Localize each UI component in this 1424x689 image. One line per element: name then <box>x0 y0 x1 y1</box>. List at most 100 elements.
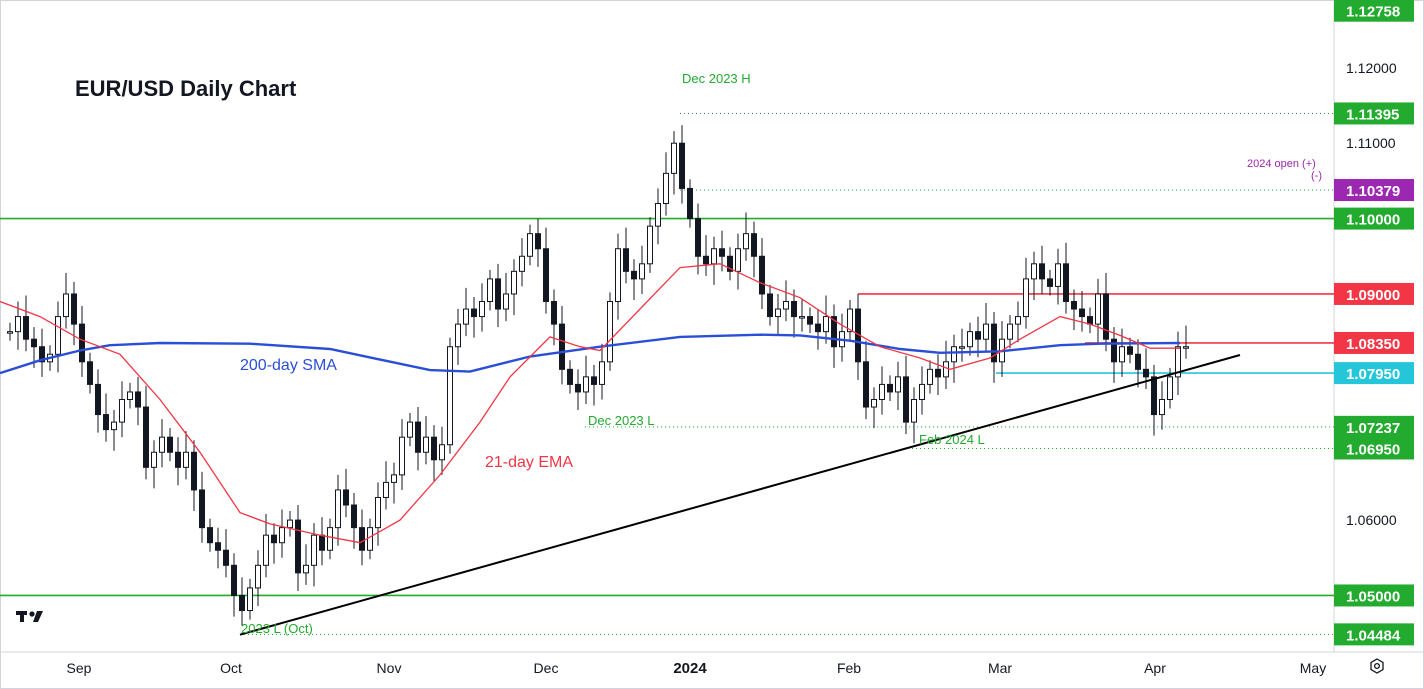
candle-body <box>1047 278 1053 287</box>
candle-body <box>303 564 309 574</box>
candle-body <box>439 444 445 461</box>
candle-body <box>583 376 589 393</box>
candle-body <box>991 323 997 363</box>
time-axis-labels: Sep Oct Nov Dec 2024 Feb Mar Apr May <box>67 660 1327 677</box>
series-line-2 <box>239 354 1241 636</box>
horizontal-levels <box>0 112 1334 635</box>
candle-body <box>1167 376 1173 400</box>
annotation-2024-open-minus: (-) <box>1311 170 1322 182</box>
candle-body <box>943 361 949 378</box>
candle-body <box>551 301 557 325</box>
candle-body <box>159 436 165 453</box>
annotation-dec-2023-low: Dec 2023 L <box>588 413 655 428</box>
candle-body <box>1183 346 1189 349</box>
time-tick-label: 2024 <box>673 660 707 677</box>
candle-body <box>695 218 701 257</box>
candle-body <box>215 542 221 551</box>
candle-body <box>983 323 989 340</box>
candle-body <box>759 255 765 295</box>
price-tag-label: 1.10000 <box>1346 212 1400 229</box>
price-tag-label: 1.06950 <box>1346 441 1400 458</box>
candle-body <box>287 519 293 529</box>
annotation-feb-2024-low: Feb 2024 L <box>919 432 985 447</box>
candle-body <box>919 383 925 400</box>
indicator-lines <box>0 263 1241 636</box>
candle-body <box>687 187 693 220</box>
candle-body <box>647 225 653 265</box>
price-tag-bg <box>1334 584 1414 607</box>
candle-body <box>423 436 429 453</box>
candle-body <box>575 383 581 393</box>
price-tag-bg <box>1334 207 1414 230</box>
candle-body <box>399 436 405 476</box>
candle-body <box>775 308 781 318</box>
price-tag-label: 1.10379 <box>1346 183 1400 200</box>
candle-body <box>743 233 749 250</box>
candle-body <box>1023 278 1029 318</box>
candle-body <box>655 203 661 227</box>
candle-body <box>295 519 301 574</box>
candle-body <box>1071 301 1077 310</box>
tradingview-logo[interactable] <box>16 611 54 622</box>
candle-body <box>671 142 677 174</box>
candle-body <box>199 489 205 529</box>
price-tag-label: 1.04484 <box>1346 627 1401 644</box>
candle-body <box>415 421 421 453</box>
price-tag-label: 1.11395 <box>1346 106 1399 123</box>
candle-body <box>207 527 213 544</box>
candle-body <box>727 255 733 272</box>
candle-body <box>407 421 413 438</box>
annotation-200-day-sma: 200-day SMA <box>240 357 337 374</box>
time-tick-label: Mar <box>988 660 1012 676</box>
price-tag-bg <box>1334 102 1414 125</box>
candle-body <box>631 270 637 280</box>
annotation-dec-2023-high: Dec 2023 H <box>682 71 751 86</box>
series-line-1 <box>0 263 1180 544</box>
candle-body <box>367 527 373 551</box>
candle-body <box>807 316 813 325</box>
candle-body <box>471 308 477 318</box>
candle-body <box>959 346 965 349</box>
annotation-2023-low-oct: 2023 L (Oct) <box>241 621 313 636</box>
candle-body <box>879 383 885 400</box>
candle-body <box>1151 376 1157 416</box>
candle-body <box>1159 398 1165 416</box>
price-tag-label: 1.05000 <box>1346 588 1400 605</box>
candle-body <box>1111 338 1117 363</box>
candle-body <box>335 489 341 529</box>
price-tag-bg <box>1334 282 1414 305</box>
candle-body <box>463 308 469 325</box>
gear-icon[interactable] <box>1370 658 1384 674</box>
candle-body <box>591 376 597 385</box>
candle-body <box>263 534 269 566</box>
candle-body <box>479 301 485 318</box>
candle-body <box>87 361 93 385</box>
price-tags: 1.12758 1.11395 1.10379 1.10000 1.09000 1.083… <box>1334 0 1414 646</box>
candle-body <box>815 323 821 333</box>
candle-body <box>79 323 85 363</box>
candle-body <box>143 406 149 468</box>
price-tag-bg <box>1334 0 1414 22</box>
time-tick-label: May <box>1300 660 1326 676</box>
candle-body <box>239 594 245 612</box>
price-tag-bg <box>1334 362 1414 385</box>
candle-body <box>495 278 501 310</box>
candle-body <box>679 142 685 189</box>
price-tag-label: 1.07950 <box>1346 366 1400 383</box>
candle-body <box>391 474 397 483</box>
price-tag-bg <box>1334 179 1414 202</box>
candle-body <box>703 255 709 265</box>
candle-body <box>15 316 21 333</box>
candle-body <box>311 534 317 566</box>
candle-body <box>167 436 173 453</box>
candle-body <box>735 248 741 272</box>
candle-body <box>567 368 573 385</box>
candle-body <box>951 346 957 363</box>
candle-body <box>911 398 917 423</box>
candle-body <box>63 293 69 318</box>
price-tag-label: 1.12758 <box>1346 4 1400 21</box>
candle-body <box>1095 293 1101 325</box>
candle-body <box>1103 293 1109 340</box>
candle-body <box>895 376 901 393</box>
candle-body <box>31 338 37 348</box>
